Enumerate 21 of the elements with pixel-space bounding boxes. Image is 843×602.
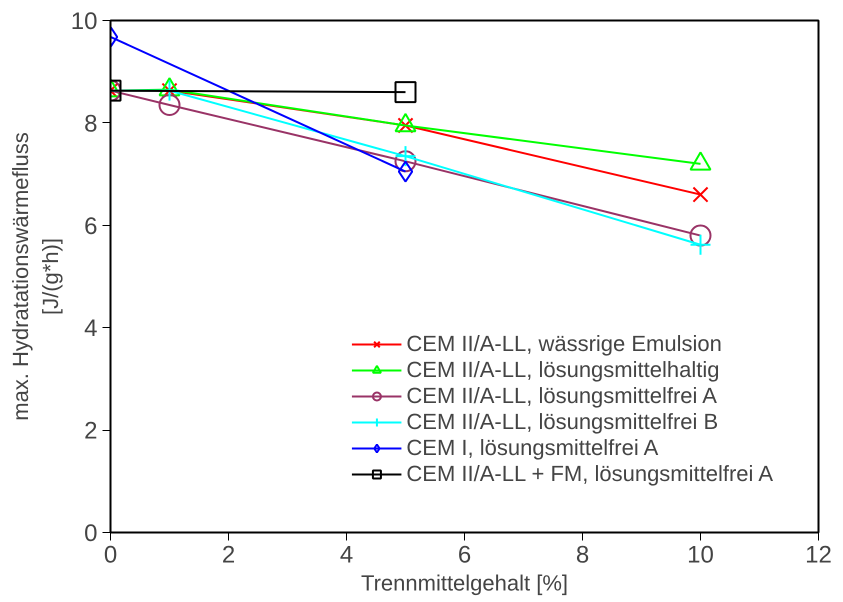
legend-label: CEM II/A-LL, lösungsmittelfrei A bbox=[406, 383, 717, 409]
x-tick-label: 8 bbox=[576, 542, 590, 568]
y-tick-label: 6 bbox=[84, 212, 98, 240]
y-tick-label: 10 bbox=[70, 8, 98, 35]
y-tick-label: 0 bbox=[84, 520, 98, 547]
legend-label: CEM II/A-LL, wässrige Emulsion bbox=[406, 331, 722, 357]
legend-label: CEM II/A-LL + FM, lösungsmittelfrei A bbox=[406, 461, 773, 487]
legend-label: CEM I, lösungsmittelfrei A bbox=[406, 435, 658, 461]
y-tick-label: 4 bbox=[84, 315, 98, 342]
x-axis-title: Trennmittelgehalt [%] bbox=[360, 570, 568, 596]
y-axis-title: max. Hydratationswärmefluss [J/(g*h)] bbox=[8, 132, 63, 421]
x-tick-label: 4 bbox=[340, 542, 354, 568]
y-tick-label: 8 bbox=[84, 110, 98, 138]
x-tick-label: 0 bbox=[104, 542, 118, 568]
x-tick-label: 6 bbox=[458, 542, 472, 568]
x-tick-label: 2 bbox=[222, 542, 236, 568]
legend-label: CEM II/A-LL, lösungsmittelhaltig bbox=[406, 357, 720, 383]
legend-label: CEM II/A-LL, lösungsmittelfrei B bbox=[406, 409, 718, 435]
x-tick-label: 12 bbox=[805, 542, 832, 568]
y-tick-label: 2 bbox=[84, 418, 98, 445]
x-tick-label: 10 bbox=[687, 542, 714, 568]
